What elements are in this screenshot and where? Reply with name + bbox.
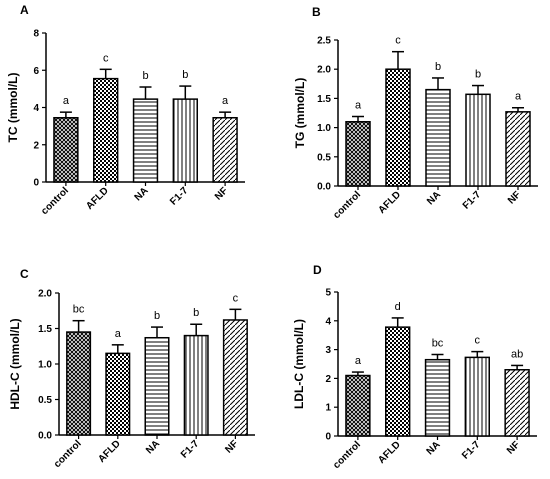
panel-label: C	[20, 267, 29, 281]
x-tick-label: NA	[133, 185, 151, 203]
significance-letter: c	[395, 35, 401, 47]
bar	[53, 116, 79, 183]
x-tick-label: F1-7	[168, 185, 191, 208]
bar	[144, 336, 170, 436]
significance-letter: b	[154, 310, 160, 322]
y-axis-title: TG (mmol/L)	[293, 78, 307, 149]
bar	[504, 369, 530, 437]
x-tick-label: NA	[425, 189, 443, 207]
chart-panel-b: B TG (mmol/L) 0.0 0.5 1.0 1.5 2.0 2.5 a control c A…	[293, 5, 538, 221]
y-tick-label: 2	[33, 140, 39, 151]
significance-letter: a	[355, 355, 362, 367]
chart-panel-d: D LDL-C (mmol/L) 0 1 2 3 4 5 a control d AFLD bc NA c F…	[292, 263, 537, 471]
x-tick-label: NF	[213, 185, 230, 202]
panel-label: A	[20, 3, 29, 17]
y-tick-label: 4	[33, 103, 39, 114]
significance-letter: b	[182, 69, 188, 81]
y-tick-label: 3	[325, 345, 331, 356]
x-tick-label: AFLD	[376, 189, 403, 216]
y-tick-label: 0	[33, 178, 39, 189]
y-tick-label: 1.0	[317, 123, 331, 134]
significance-letter: a	[515, 91, 522, 103]
bar	[66, 331, 92, 436]
panel-label: B	[312, 5, 321, 19]
bar	[345, 121, 371, 187]
y-tick-label: 6	[33, 66, 39, 77]
y-tick-label: 0.5	[38, 395, 52, 406]
significance-letter: c	[103, 52, 109, 64]
y-tick-label: 2.5	[317, 36, 331, 47]
significance-letter: a	[63, 95, 70, 107]
x-tick-label: NF	[505, 439, 522, 456]
bar	[105, 352, 131, 436]
significance-letter: a	[222, 95, 229, 107]
y-tick-label: 1	[325, 403, 331, 414]
y-axis-title: TC (mmol/L)	[6, 73, 20, 143]
bar	[425, 88, 451, 187]
significance-letter: a	[355, 100, 362, 112]
bar	[132, 98, 159, 183]
y-tick-label: 0.0	[38, 431, 52, 442]
x-tick-label: NF	[223, 438, 240, 455]
x-tick-label: F1-7	[460, 439, 483, 462]
y-tick-label: 1.5	[38, 324, 52, 335]
y-tick-label: 1.0	[38, 360, 52, 371]
y-tick-label: 2	[325, 374, 331, 385]
y-tick-label: 5	[325, 288, 331, 299]
x-tick-label: control	[331, 189, 363, 221]
significance-letter: b	[142, 70, 148, 82]
significance-letter: d	[395, 301, 401, 313]
y-tick-label: 0.5	[317, 152, 331, 163]
significance-letter: c	[475, 335, 481, 347]
chart-panel-a: A TC (mmol/L) 0 2 4 6 8 a control c AFLD b NA b F1-7 a N…	[6, 3, 245, 217]
significance-letter: a	[115, 328, 122, 340]
bar	[464, 356, 490, 437]
bar	[222, 319, 248, 436]
bar	[172, 98, 198, 183]
bar	[212, 116, 238, 183]
panel-label: D	[313, 263, 322, 277]
bar	[465, 93, 491, 187]
significance-letter: b	[475, 69, 481, 81]
significance-letter: bc	[73, 304, 85, 316]
bar	[385, 68, 411, 187]
y-tick-label: 2.0	[317, 65, 331, 76]
y-tick-label: 0.0	[317, 182, 331, 193]
x-tick-label: control	[331, 439, 363, 471]
bar	[505, 111, 531, 187]
bar	[93, 77, 119, 183]
x-tick-label: AFLD	[376, 439, 403, 466]
significance-letter: b	[435, 61, 441, 73]
x-tick-label: control	[52, 438, 84, 470]
x-tick-label: NA	[144, 438, 162, 456]
bar	[385, 326, 411, 437]
x-tick-label: AFLD	[84, 185, 111, 212]
x-tick-label: control	[39, 185, 71, 217]
y-tick-label: 2.0	[38, 289, 52, 300]
significance-letter: b	[193, 307, 199, 319]
y-tick-label: 8	[33, 29, 39, 40]
x-tick-label: F1-7	[461, 189, 484, 212]
y-tick-label: 0	[325, 432, 331, 443]
x-tick-label: AFLD	[96, 438, 123, 465]
significance-letter: bc	[432, 337, 444, 349]
x-tick-label: NF	[506, 189, 523, 206]
y-axis-title: HDL-C (mmol/L)	[8, 318, 22, 409]
significance-letter: c	[233, 292, 239, 304]
significance-letter: ab	[511, 348, 523, 360]
bar	[183, 334, 209, 436]
y-axis-title: LDL-C (mmol/L)	[292, 319, 306, 409]
x-tick-label: F1-7	[179, 438, 202, 461]
bar	[345, 374, 371, 437]
bar	[424, 358, 451, 437]
y-tick-label: 4	[325, 316, 331, 327]
x-tick-label: NA	[425, 439, 443, 457]
y-tick-label: 1.5	[317, 94, 331, 105]
